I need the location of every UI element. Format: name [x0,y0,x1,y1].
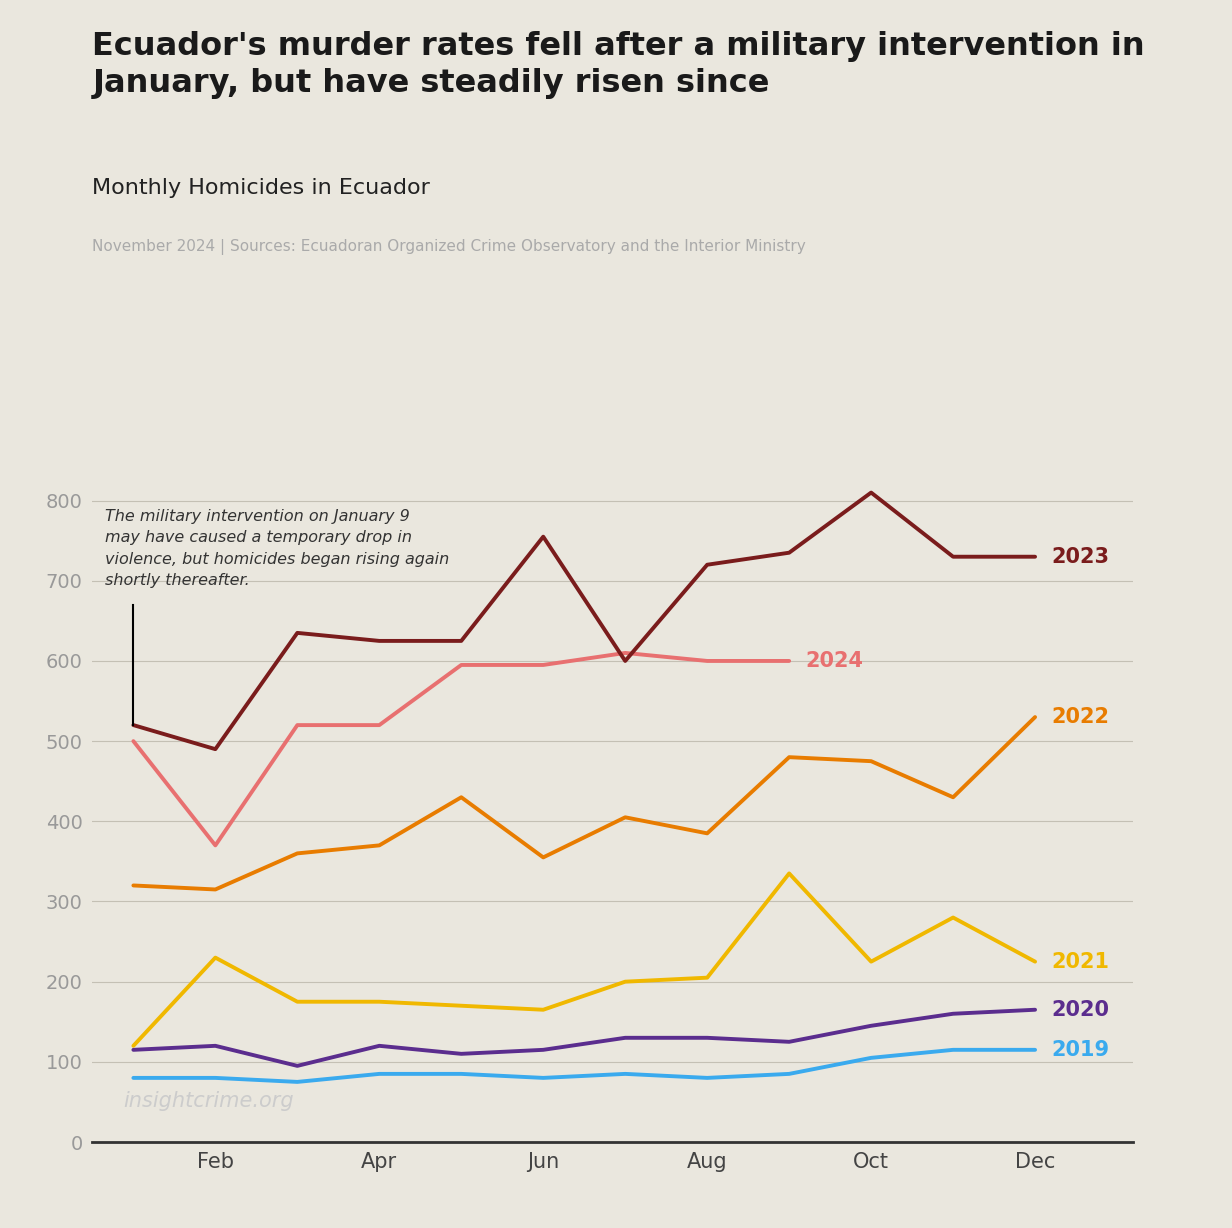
Text: Ecuador's murder rates fell after a military intervention in
January, but have s: Ecuador's murder rates fell after a mili… [92,31,1145,98]
Text: 2020: 2020 [1051,1000,1110,1019]
Text: 2021: 2021 [1051,952,1110,971]
Text: The military intervention on January 9
may have caused a temporary drop in
viole: The military intervention on January 9 m… [105,508,448,588]
Text: 2019: 2019 [1051,1040,1110,1060]
Text: 2022: 2022 [1051,707,1110,727]
Text: 2023: 2023 [1051,546,1110,566]
Text: November 2024 | Sources: Ecuadoran Organized Crime Observatory and the Interior : November 2024 | Sources: Ecuadoran Organ… [92,239,806,255]
Text: Monthly Homicides in Ecuador: Monthly Homicides in Ecuador [92,178,430,198]
Text: 2024: 2024 [806,651,864,670]
Text: insightcrime.org: insightcrime.org [123,1092,293,1111]
